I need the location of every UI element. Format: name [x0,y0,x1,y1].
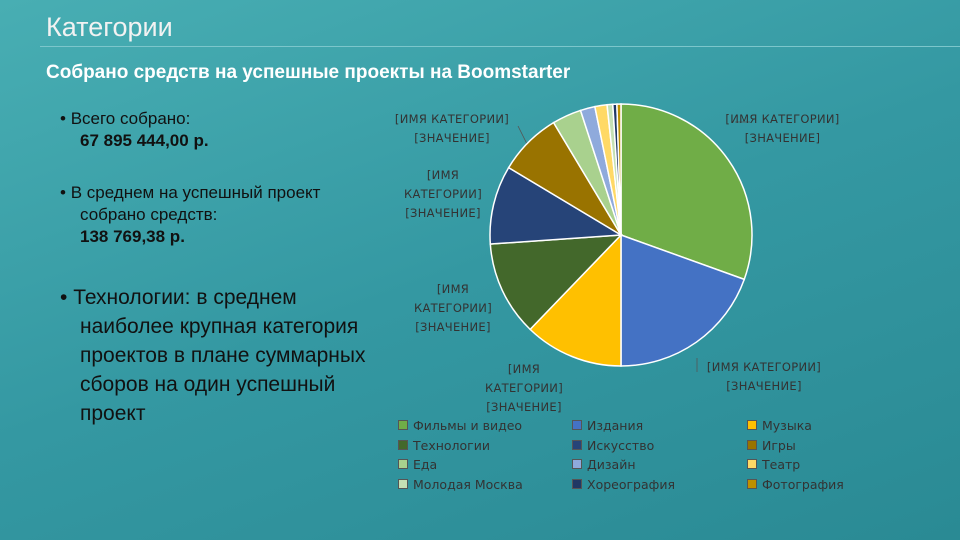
legend-swatch [398,420,408,430]
legend-label: Еда [413,457,438,472]
legend-label: Игры [762,437,796,453]
legend-swatch [747,478,757,489]
legend-item: Театр [747,457,800,472]
legend-swatch [572,420,582,430]
legend-label: Технологии [413,437,490,453]
legend-label: Искусство [587,437,655,453]
legend-swatch [398,478,408,489]
subtitle: Собрано средств на успешные проекты на B… [46,62,571,83]
legend-label: Фотография [762,476,844,492]
data-callout: [ИМЯ КАТЕГОРИИ] [ЗНАЧЕНИЕ] [394,112,510,145]
legend-swatch [747,420,757,430]
bullet-text: Всего собрано: [70,109,191,128]
slide-title: Категории [46,12,173,42]
data-callout: [ИМЯ КАТЕГОРИИ] [ЗНАЧЕНИЕ] [725,112,840,145]
legend-item: Фотография [747,477,844,492]
data-callout: [ИМЯ КАТЕГОРИИ] [ЗНАЧЕНИЕ] [484,362,563,414]
legend-item: Фильмы и видео [398,418,522,433]
pie-slice [620,233,746,367]
data-callout: [ИМЯ КАТЕГОРИИ] [ЗНАЧЕНИЕ] [706,360,822,393]
data-callout: [ИМЯ КАТЕГОРИИ] [ЗНАЧЕНИЕ] [413,282,492,334]
title-rule [40,46,960,47]
legend-item: Молодая Москва [398,477,523,492]
data-callout: [ИМЯ КАТЕГОРИИ] [ЗНАЧЕНИЕ] [403,168,482,220]
legend-swatch [747,459,757,469]
legend-item: Музыка [747,418,812,433]
legend-label: Издания [587,418,644,433]
bullet: • В среднем на успешный проект собрано с… [60,182,350,248]
legend-item: Искусство [572,438,654,453]
legend-label: Фильмы и видео [413,418,523,433]
legend-item: Хореография [572,477,675,492]
bullet-text: Технологии: в среднем наиболее крупная к… [73,286,366,425]
legend-swatch [572,478,582,489]
pie-slice [620,103,753,281]
legend-item: Издания [572,418,643,433]
bullet-text: В среднем на успешный проект собрано сре… [70,183,321,224]
bullet: • Всего собрано: 67 895 444,00 р. [60,108,340,152]
legend-label: Театр [762,457,801,472]
bullet: • Технологии: в среднем наиболее крупная… [60,286,366,425]
pie-slice [529,233,622,367]
legend-label: Хореография [587,476,675,492]
legend-item: Еда [398,457,437,472]
bullet-value: 67 895 444,00 р. [80,131,209,150]
legend-swatch [572,439,582,450]
bullet-value: 138 769,38 р. [80,227,185,246]
legend-label: Молодая Москва [413,476,523,492]
legend-label: Музыка [762,418,812,433]
legend-item: Дизайн [572,457,636,472]
pie-slice [616,103,622,236]
legend-label: Дизайн [587,457,636,472]
legend-swatch [398,459,408,469]
pie-slice [489,234,623,331]
legend-swatch [572,459,582,469]
legend-swatch [747,439,757,450]
legend-swatch [398,439,408,450]
legend-item: Игры [747,438,796,453]
pie-slice [489,166,624,245]
legend-item: Технологии [398,438,490,453]
